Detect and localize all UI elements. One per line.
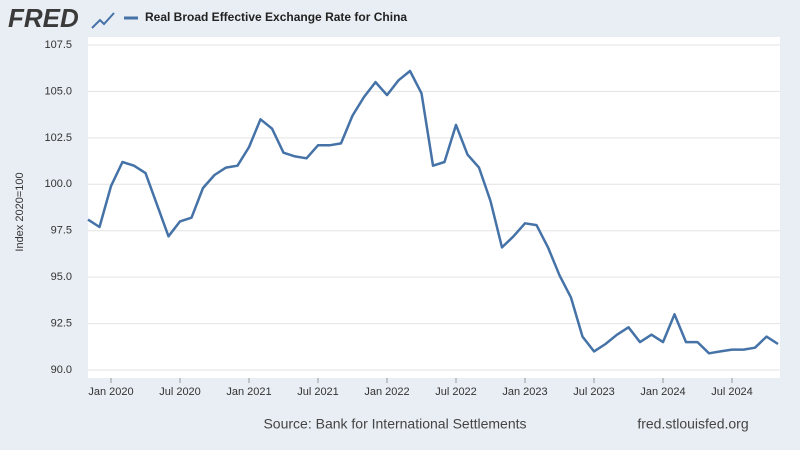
y-tick-label: 97.5	[51, 225, 72, 237]
y-tick-label: 107.5	[44, 39, 72, 51]
series-line	[87, 69, 779, 355]
y-tick-label: 102.5	[44, 132, 72, 144]
x-tick-label: Jan 2021	[226, 386, 271, 398]
x-tick-label: Jan 2024	[640, 386, 685, 398]
y-tick-label: 105.0	[44, 85, 72, 97]
logo: FRED	[8, 3, 79, 33]
y-tick-label: 92.5	[51, 317, 72, 329]
x-tick-label: Jan 2022	[364, 386, 409, 398]
x-tick-label: Jul 2020	[159, 386, 201, 398]
x-tick-label: Jul 2022	[435, 386, 477, 398]
source: Source: Bank for International Settlemen…	[263, 416, 526, 432]
y-tick-label: 90.0	[51, 364, 72, 376]
x-tick-label: Jul 2021	[297, 386, 339, 398]
site: fred.stlouisfed.org	[637, 416, 748, 432]
logo-icon	[91, 12, 115, 29]
x-tick-label: Jul 2023	[573, 386, 615, 398]
legend-label: Real Broad Effective Exchange Rate for C…	[145, 10, 407, 24]
x-tick-label: Jan 2023	[502, 386, 547, 398]
y-tick-label: 100.0	[44, 178, 72, 190]
y-axis-label: Index 2020=100	[14, 172, 26, 251]
plot-area	[88, 37, 780, 378]
x-tick-label: Jan 2020	[88, 386, 133, 398]
x-tick-label: Jul 2024	[711, 386, 753, 398]
y-tick-label: 95.0	[51, 271, 72, 283]
